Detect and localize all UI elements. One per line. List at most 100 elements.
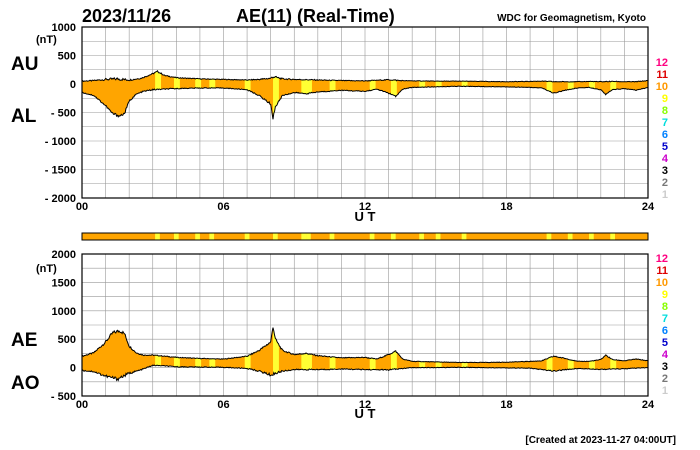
y-tick-label: 1000 [52, 306, 76, 318]
activity-bar-segment [173, 233, 179, 240]
ae-ao-x-ticks: 00 06 12 18 24 [76, 399, 655, 411]
created-timestamp: [Created at 2023-11-27 04:00UT] [525, 435, 676, 446]
au-al-grid [82, 27, 648, 198]
ae-ao-unit-label: (nT) [36, 263, 57, 275]
legend-level: 2 [662, 373, 668, 385]
ae-series-label: AE [11, 330, 37, 351]
y-tick-label: 0 [70, 363, 76, 375]
x-tick-label: 00 [76, 399, 88, 411]
au-series-label: AU [11, 54, 38, 75]
legend-level: 3 [662, 165, 668, 177]
legend-level: 8 [662, 301, 668, 313]
x-tick-label: 06 [217, 201, 229, 213]
activity-bar-segment [209, 233, 215, 240]
au-al-y-ticks: 1000 500 0 - 500 - 1000 - 1500 - 2000 [45, 22, 76, 205]
legend-level: 10 [656, 81, 668, 93]
x-tick-label: 12 [359, 399, 371, 411]
au-al-panel: 1000 500 0 - 500 - 1000 - 1500 - 2000 00 06 12 18… [11, 22, 655, 224]
activity-stripe [273, 70, 279, 120]
au-al-x-ticks: 00 06 12 18 24 [76, 201, 655, 213]
legend-level: 2 [662, 177, 668, 189]
ae-series-line [81, 327, 649, 364]
activity-stripe [390, 327, 397, 381]
y-tick-label: 500 [58, 334, 76, 346]
x-tick-label: 18 [500, 201, 512, 213]
legend-level: 3 [662, 361, 668, 373]
activity-bar-segment [567, 233, 573, 240]
activity-bar-segment [301, 233, 307, 240]
y-tick-label: 2000 [52, 249, 76, 261]
ae-ao-y-ticks: 2000 1500 1000 500 0 - 500 [51, 249, 76, 403]
activity-bar-segment [329, 233, 335, 240]
ao-series-line [81, 364, 649, 382]
legend-level: 7 [662, 117, 668, 129]
activity-level-bar [81, 232, 649, 241]
ae-ao-x-axis-label: U T [355, 406, 376, 421]
al-series-line [81, 85, 648, 120]
legend-level: 4 [662, 349, 669, 361]
legend-level: 1 [662, 189, 668, 201]
y-tick-label: 500 [58, 51, 76, 63]
y-tick-label: 1500 [52, 277, 76, 289]
y-tick-label: - 1000 [45, 136, 76, 148]
activity-bar-segment [390, 233, 396, 240]
ao-series-label: AO [11, 373, 40, 394]
legend-level: 11 [656, 69, 668, 81]
legend-level: 6 [662, 129, 668, 141]
x-tick-label: 12 [359, 201, 371, 213]
y-tick-label: - 500 [51, 108, 76, 120]
activity-bar-segment [435, 233, 441, 240]
date-title: 2023/11/26 [82, 6, 171, 26]
au-al-area [82, 70, 648, 120]
activity-bar-segment [419, 233, 424, 240]
ae-ao-frame [81, 253, 649, 397]
activity-bar-frame [81, 232, 649, 241]
activity-bar-segment [369, 233, 375, 240]
legend-level: 5 [662, 141, 668, 153]
source-label: WDC for Geomagnetism, Kyoto [497, 13, 646, 24]
activity-bar-segment [155, 233, 160, 240]
y-tick-label: - 2000 [45, 193, 76, 205]
legend-level: 6 [662, 325, 668, 337]
legend-level: 4 [662, 153, 669, 165]
x-tick-label: 24 [642, 201, 655, 213]
x-tick-label: 06 [217, 399, 229, 411]
legend-level: 10 [656, 277, 668, 289]
index-title: AE(11) (Real-Time) [236, 6, 395, 26]
activity-bar-segment [461, 233, 467, 240]
ae-ao-panel: 2000 1500 1000 500 0 - 500 00 06 12 18 24 (nT) U … [11, 249, 655, 421]
x-tick-label: 18 [500, 399, 512, 411]
x-tick-label: 00 [76, 201, 88, 213]
x-tick-label: 24 [642, 399, 655, 411]
legend-level: 1 [662, 385, 668, 397]
au-al-frame [81, 26, 649, 199]
y-tick-label: 0 [70, 79, 76, 91]
activity-bar-segment [546, 233, 552, 240]
y-tick-label: - 1500 [45, 165, 76, 177]
legend-level: 9 [662, 93, 668, 105]
legend-level: 8 [662, 105, 668, 117]
au-series-line [81, 69, 649, 83]
activity-bar-base [82, 233, 648, 240]
legend-level: 11 [656, 265, 668, 277]
y-tick-label: - 500 [51, 391, 76, 403]
activity-stripe [273, 327, 279, 381]
activity-bar-segment [244, 233, 250, 240]
legend-level: 5 [662, 337, 668, 349]
legend-level: 12 [656, 253, 668, 265]
au-al-x-axis-label: U T [355, 209, 376, 224]
legend-level: 12 [656, 57, 668, 69]
ae-ao-grid [82, 254, 648, 396]
activity-bar-segment [610, 233, 615, 240]
au-al-unit-label: (nT) [36, 34, 57, 46]
al-series-label: AL [11, 106, 37, 127]
activity-bar-segment [195, 233, 200, 240]
legend-level: 9 [662, 289, 668, 301]
activity-bar-segment [273, 233, 278, 240]
legend-level: 7 [662, 313, 668, 325]
y-tick-label: 1000 [52, 22, 76, 34]
activity-bar-segment [306, 233, 311, 240]
